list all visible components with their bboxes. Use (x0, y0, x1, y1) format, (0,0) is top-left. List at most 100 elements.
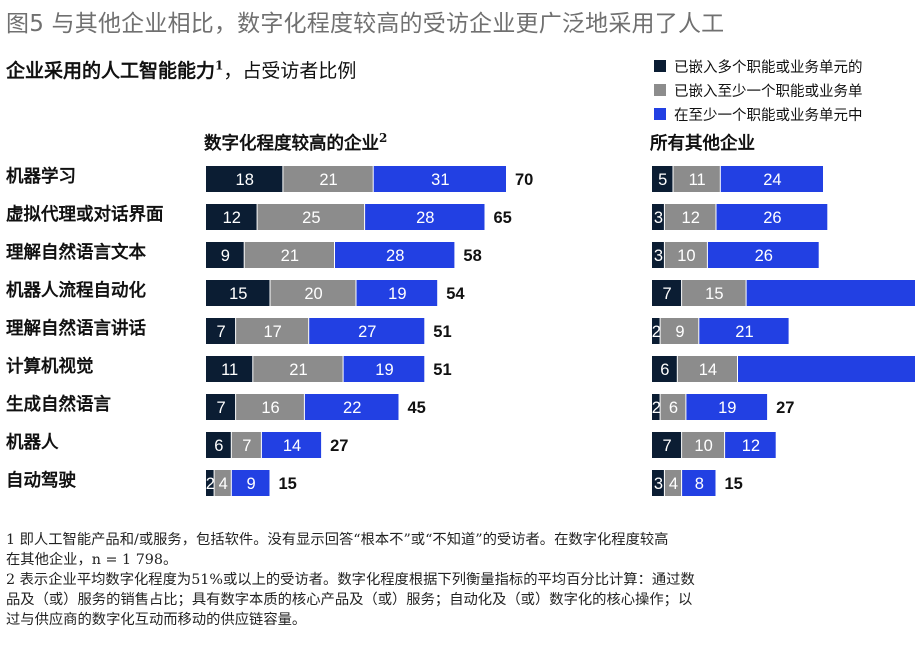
row-label-machine-learning: 机器学习 (6, 167, 76, 187)
legend-item-multiple-functions: 已嵌入多个职能或业务单元的 (654, 54, 863, 78)
bar-segment (682, 470, 716, 496)
bar-value-label: 3 (654, 247, 663, 265)
bar-segment (664, 470, 682, 496)
bar-value-label: 12 (223, 209, 241, 227)
bar-value-label: 14 (699, 361, 717, 379)
bar-value-label: 3 (654, 475, 663, 493)
bar-segment (206, 204, 257, 230)
row-label-robotics: 机器人 (6, 433, 59, 453)
footnotes: 1 即人工智能产品和/或服务，包括软件。没有显示回答“根本不”或“不知道”的受访… (6, 530, 695, 630)
bar-total-label: 51 (433, 323, 451, 341)
bar-segment (214, 470, 231, 496)
chart-subtitle: 企业采用的人工智能能力1，占受访者比例 (6, 56, 356, 83)
row-label-autonomous-driving: 自动驾驶 (6, 471, 76, 491)
bar-value-label: 2 (652, 323, 661, 341)
bar-segment (707, 242, 819, 268)
bar-segment (652, 394, 660, 420)
bar-value-label: 6 (214, 437, 223, 455)
bar-value-label: 31 (431, 171, 449, 189)
bar-segment (652, 242, 664, 268)
bar-value-label: 12 (682, 209, 700, 227)
bar-total-label: 15 (725, 475, 743, 493)
panel-title-digital-leaders: 数字化程度较高的企业2 (204, 130, 387, 155)
bar-value-label: 26 (763, 209, 781, 227)
bar-value-label: 7 (216, 399, 225, 417)
bar-value-label: 7 (662, 437, 671, 455)
bar-segment (373, 166, 506, 192)
panel-title-text: 数字化程度较高的企业 (204, 134, 379, 154)
bar-segment (206, 318, 236, 344)
bar-value-label: 8 (695, 475, 704, 493)
bar-value-label: 4 (219, 475, 228, 493)
bar-value-label: 15 (705, 285, 723, 303)
footnote-line: 1 即人工智能产品和/或服务，包括软件。没有显示回答“根本不”或“不知道”的受访… (6, 532, 669, 548)
legend-item-at-least-one-embedded: 已嵌入至少一个职能或业务单 (654, 78, 863, 102)
bar-segment (664, 204, 716, 230)
bar-segment (257, 204, 365, 230)
bar-segment (725, 432, 776, 458)
row-label-nl-speech: 理解自然语言讲话 (6, 319, 146, 339)
bar-value-label: 25 (302, 209, 320, 227)
bar-value-label: 11 (221, 361, 238, 379)
bar-value-label: 14 (283, 437, 301, 455)
bar-segment (652, 166, 673, 192)
bar-value-label: 7 (662, 285, 671, 303)
bar-segment (253, 356, 343, 382)
bar-segment (231, 432, 261, 458)
bar-value-label: 9 (221, 247, 230, 265)
bar-total-label: 15 (279, 475, 297, 493)
bar-value-label: 28 (386, 247, 404, 265)
footnote-line: 在其他企业，n = 1 798。 (6, 552, 178, 568)
bar-segment (244, 242, 334, 268)
bar-segment (356, 280, 438, 306)
legend-label: 已嵌入多个职能或业务单元的 (674, 59, 863, 76)
legend: 已嵌入多个职能或业务单元的 已嵌入至少一个职能或业务单 在至少一个职能或业务单元… (654, 54, 863, 126)
bar-segment (699, 318, 789, 344)
bar-total-label: 70 (515, 171, 533, 189)
bar-total-label: 65 (494, 209, 512, 227)
bar-segment (343, 356, 425, 382)
panel-title-text: 所有其他企业 (650, 134, 755, 154)
bar-value-label: 22 (343, 399, 361, 417)
bar-segment (304, 394, 399, 420)
bar-segment (206, 432, 231, 458)
bar-segment (236, 318, 309, 344)
figure-title: 图5 与其他企业相比，数字化程度较高的受访企业更广泛地采用了人工 (6, 11, 725, 37)
bar-value-label: 19 (718, 399, 736, 417)
bar-value-label: 20 (304, 285, 322, 303)
bar-total-label: 27 (776, 399, 794, 417)
bar-value-label: 21 (281, 247, 299, 265)
bar-segment (206, 242, 244, 268)
bar-value-label: 9 (675, 323, 684, 341)
bar-segment (236, 394, 304, 420)
bar-value-label: 27 (358, 323, 376, 341)
bar-value-label: 6 (660, 361, 669, 379)
subtitle-footnote-mark: 1 (215, 58, 224, 73)
bar-value-label: 4 (669, 475, 678, 493)
bar-segment (231, 470, 270, 496)
bar-segment (652, 318, 660, 344)
legend-item-at-least-one-unit: 在至少一个职能或业务单元中 (654, 102, 863, 126)
bar-value-label: 7 (216, 323, 225, 341)
bar-value-label: 18 (236, 171, 254, 189)
bar-value-label: 9 (247, 475, 256, 493)
row-label-virtual-agents: 虚拟代理或对话界面 (6, 205, 164, 225)
bar-segment (660, 394, 686, 420)
bar-segment (652, 204, 664, 230)
row-label-computer-vision: 计算机视觉 (6, 357, 94, 377)
row-label-nl-text: 理解自然语言文本 (6, 243, 146, 263)
bar-total-label: 45 (408, 399, 426, 417)
bar-segment (270, 280, 356, 306)
bar-segment (652, 470, 664, 496)
bar-segment (206, 356, 253, 382)
legend-label: 在至少一个职能或业务单元中 (674, 107, 863, 124)
bar-segment (206, 166, 283, 192)
bar-value-label: 6 (669, 399, 678, 417)
bar-segment (652, 280, 682, 306)
bar-segment (283, 166, 373, 192)
bar-segment (652, 432, 682, 458)
bar-segment (682, 280, 746, 306)
footnote-line: 过与供应商的数字化互动而移动的供应链容量。 (6, 612, 307, 628)
bar-total-label: 51 (433, 361, 451, 379)
